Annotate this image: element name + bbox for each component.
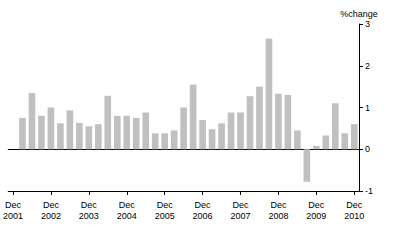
svg-text:-1: -1 (365, 186, 373, 196)
svg-text:2001: 2001 (3, 211, 23, 221)
svg-text:%change: %change (340, 9, 378, 19)
svg-text:Dec: Dec (346, 200, 363, 210)
svg-text:2002: 2002 (41, 211, 61, 221)
svg-text:0: 0 (365, 144, 370, 154)
svg-text:Dec: Dec (157, 200, 174, 210)
svg-text:2005: 2005 (155, 211, 175, 221)
svg-text:Dec: Dec (81, 200, 98, 210)
svg-text:2004: 2004 (117, 211, 137, 221)
svg-text:Dec: Dec (195, 200, 212, 210)
svg-text:Dec: Dec (5, 200, 22, 210)
svg-text:Dec: Dec (308, 200, 325, 210)
svg-text:2: 2 (365, 61, 370, 71)
svg-text:2010: 2010 (344, 211, 364, 221)
svg-text:2003: 2003 (79, 211, 99, 221)
svg-text:Dec: Dec (119, 200, 136, 210)
svg-text:2009: 2009 (306, 211, 326, 221)
svg-text:Dec: Dec (43, 200, 60, 210)
svg-text:2006: 2006 (193, 211, 213, 221)
svg-text:2007: 2007 (230, 211, 250, 221)
svg-text:3: 3 (365, 19, 370, 29)
svg-text:2008: 2008 (268, 211, 288, 221)
svg-text:1: 1 (365, 103, 370, 113)
svg-text:Dec: Dec (270, 200, 287, 210)
svg-text:Dec: Dec (233, 200, 250, 210)
